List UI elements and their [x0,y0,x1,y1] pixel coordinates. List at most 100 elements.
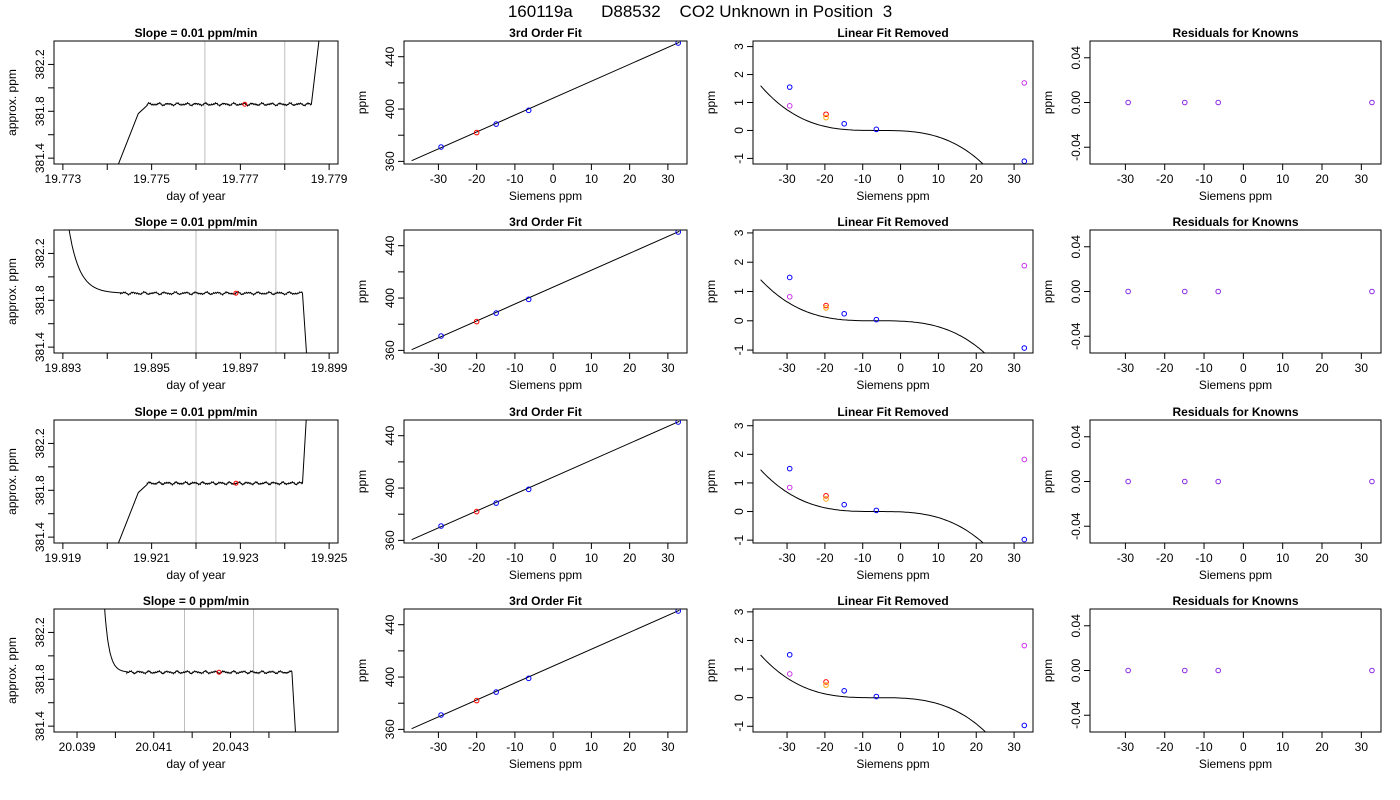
x-tick-label: 10 [585,740,599,754]
panel-fit-row1: 3rd Order Fit -30 -20 -10 0 10 20 30 360 400 440 Si… [355,26,688,203]
cubic-curve [760,85,984,164]
panel-title: Slope = 0.01 ppm/min [134,405,257,419]
x-tick-label: 30 [1007,361,1021,375]
data-point [823,111,829,118]
y-tick-label: 400 [383,478,397,498]
x-tick-label: 30 [1007,740,1021,754]
data-point [1021,80,1028,86]
y-tick-label: -0.04 [1069,701,1083,729]
data-point [1125,478,1131,485]
y-tick-label: -1 [732,534,746,545]
y-tick-label: 1 [732,288,746,295]
y-tick-label: 0 [732,508,746,515]
x-tick-label: 19.921 [133,551,170,565]
x-tick-label: 20 [623,740,637,754]
plot-area [68,230,308,353]
x-tick-label: -30 [778,740,796,754]
panel-title: 3rd Order Fit [509,594,582,608]
data-point [786,103,793,109]
plot-area [1125,478,1375,485]
y-tick-label: 0.04 [1069,425,1083,449]
data-point [525,486,532,493]
data-point [1021,456,1028,463]
x-tick-label: -10 [1195,172,1213,186]
x-tick-label: -30 [1117,172,1135,186]
x-axis-label: Siemens ppm [1199,189,1272,203]
data-point [1215,478,1221,485]
plot-area [104,609,296,732]
x-tick-label: -30 [778,172,796,186]
plot-frame [752,608,1034,733]
y-axis-label: ppm [704,91,718,114]
plot-frame [403,229,688,354]
y-tick-label: 400 [383,288,397,308]
x-tick-label: -30 [778,551,796,565]
data-point [823,305,829,311]
panel-timeseries-row4: Slope = 0 ppm/min 20.039 20.041 20.043 381.4… [5,594,339,771]
x-axis-label: Siemens ppm [1199,378,1272,392]
panel-timeseries-row1: Slope = 0.01 ppm/min 19.773 19.775 19.777 19… [5,26,348,203]
panel-title: Linear Fit Removed [837,26,948,40]
data-point [675,420,682,425]
y-axis-label: ppm [704,470,718,493]
y-tick-label: 0.00 [1069,469,1083,493]
x-axis-label: Siemens ppm [856,189,929,203]
y-tick-label: 381.8 [33,475,47,505]
x-tick-label: -10 [506,740,524,754]
x-tick-label: 30 [1007,172,1021,186]
data-point [1125,99,1131,106]
plot-area [1125,288,1375,295]
plot-frame [53,608,339,733]
y-tick-label: -1 [732,153,746,164]
y-tick-label: 440 [383,425,397,445]
cubic-curve [760,279,986,353]
data-point [1369,288,1375,295]
y-tick-label: 381.4 [33,711,47,741]
panel-title: Linear Fit Removed [837,594,948,608]
unknown-marker [233,480,239,486]
data-point [823,493,829,499]
x-tick-label: 19.893 [45,361,82,375]
data-point [438,712,444,718]
x-tick-label: 30 [1007,551,1021,565]
plot-area [760,642,1028,732]
x-tick-label: 30 [661,551,675,565]
unknown-marker [233,290,239,296]
plot-frame [752,40,1034,165]
data-point [841,501,847,508]
x-tick-label: 30 [1355,551,1369,565]
y-tick-label: 0.00 [1069,279,1083,303]
data-point [841,120,847,127]
x-tick-label: 10 [932,740,946,754]
data-point [786,484,793,491]
y-tick-label: 0 [732,317,746,324]
plot-area [411,230,682,351]
x-tick-label: 20 [970,172,984,186]
x-tick-label: -20 [468,361,486,375]
panel-residuals-row1: Residuals for Knowns -30 -20 -10 0 10 20 30 -0.0… [1041,26,1382,203]
x-tick-label: 19.923 [222,551,259,565]
x-tick-label: 19.899 [311,361,348,375]
plot-area [1125,99,1375,106]
y-tick-label: 382.2 [33,428,47,458]
plot-area [760,262,1028,353]
panel-title: Slope = 0.01 ppm/min [134,215,257,229]
x-axis-label: Siemens ppm [856,757,929,771]
x-tick-label: 19.897 [222,361,259,375]
y-tick-label: -1 [732,344,746,355]
plot-frame [752,419,1034,544]
x-tick-label: -30 [1117,740,1135,754]
y-axis-label: ppm [1041,91,1055,114]
data-point [786,293,793,300]
panel-title: Residuals for Knowns [1172,215,1298,229]
x-axis-label: Siemens ppm [856,568,929,582]
plot-frame [1089,608,1382,733]
data-point [786,651,793,658]
x-tick-label: -10 [854,172,872,186]
x-tick-label: 0 [897,172,904,186]
x-tick-label: 0 [897,361,904,375]
x-axis-label: Siemens ppm [1199,757,1272,771]
x-tick-label: -10 [854,361,872,375]
x-tick-label: -20 [816,551,834,565]
y-tick-label: 0.04 [1069,46,1083,70]
